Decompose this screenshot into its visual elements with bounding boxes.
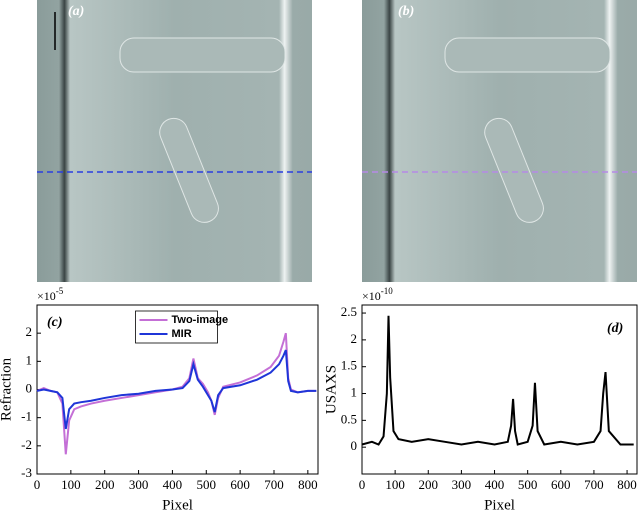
x-tick-label: 600	[551, 477, 571, 492]
legend-box	[135, 310, 218, 344]
y-tick-label: 0.5	[341, 411, 357, 426]
image-a: (a)	[37, 0, 312, 282]
x-axis-label: Pixel	[162, 497, 193, 513]
y-tick-label: 1	[26, 352, 33, 367]
legend-label: Two-image	[172, 314, 229, 326]
x-tick-label: 0	[359, 477, 366, 492]
x-tick-label: 200	[95, 477, 115, 492]
y-tick-label: 0	[26, 380, 33, 395]
x-tick-label: 500	[518, 477, 538, 492]
y-multiplier: ×10-10	[362, 286, 393, 303]
multiplier-base: ×10	[362, 289, 381, 303]
x-tick-label: 700	[264, 477, 284, 492]
y-tick-label: -2	[21, 437, 32, 452]
y-tick-label: 2	[26, 324, 33, 339]
multiplier-base: ×10	[37, 289, 56, 303]
panel-label: (a)	[68, 4, 84, 19]
y-tick-label: 1	[351, 385, 358, 400]
x-tick-label: 800	[617, 477, 637, 492]
image-b: (b)	[362, 0, 637, 282]
panel-label: (c)	[47, 315, 63, 330]
y-tick-label: 1.5	[341, 358, 357, 373]
y-axis-label: Refraction	[0, 357, 14, 421]
rod	[444, 37, 611, 73]
multiplier-exponent: -10	[381, 286, 393, 296]
multiplier-exponent: -5	[56, 286, 64, 296]
panel-label: (b)	[398, 4, 414, 19]
y-multiplier: ×10-5	[37, 286, 64, 303]
y-tick-label: 0	[351, 438, 358, 453]
y-axis-label: USAXS	[323, 365, 339, 414]
x-tick-label: 300	[452, 477, 472, 492]
data-line	[36, 349, 317, 430]
x-tick-label: 800	[298, 477, 318, 492]
x-tick-label: 100	[385, 477, 405, 492]
data-line	[36, 332, 317, 455]
data-line	[361, 315, 634, 446]
x-tick-label: 400	[163, 477, 183, 492]
x-tick-label: 300	[129, 477, 149, 492]
rod	[119, 37, 286, 73]
x-tick-label: 200	[419, 477, 439, 492]
rod	[159, 117, 219, 223]
rod	[484, 117, 544, 223]
y-tick-label: -3	[21, 465, 32, 480]
x-tick-label: 600	[230, 477, 250, 492]
y-tick-label: 2.5	[341, 304, 357, 319]
plot-frame	[361, 304, 638, 475]
x-tick-label: 500	[197, 477, 217, 492]
x-tick-label: 700	[584, 477, 604, 492]
x-tick-label: 0	[34, 477, 41, 492]
y-tick-label: -1	[21, 409, 32, 424]
y-tick-label: 2	[351, 331, 358, 346]
panel-label: (d)	[607, 321, 623, 336]
x-tick-label: 400	[485, 477, 505, 492]
legend-label: MIR	[172, 328, 192, 340]
x-axis-label: Pixel	[484, 497, 515, 513]
x-tick-label: 100	[61, 477, 81, 492]
